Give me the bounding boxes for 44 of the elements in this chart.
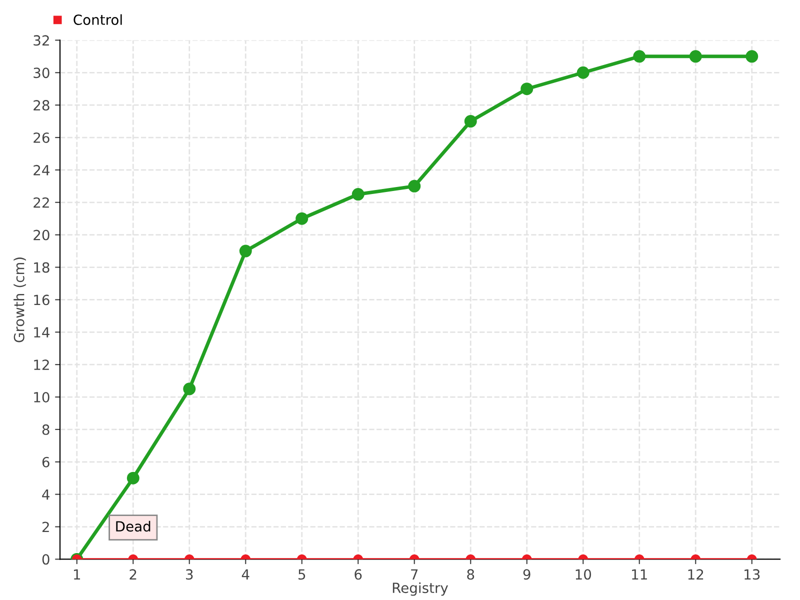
y-tick-label: 4	[42, 489, 50, 500]
y-tick-label: 32	[34, 35, 49, 46]
point	[746, 50, 758, 63]
x-tick-label: 6	[354, 569, 362, 580]
y-tick-label: 22	[34, 197, 49, 208]
x-tick-label: 12	[688, 569, 704, 580]
y-tick-label: 20	[34, 230, 50, 240]
point	[296, 212, 308, 225]
y-axis-title: Growth (cm)	[14, 258, 26, 342]
y-tick-label: 6	[42, 456, 50, 468]
y-tick-label: 10	[34, 392, 50, 402]
point	[464, 115, 477, 128]
y-tick-label: 24	[34, 164, 50, 176]
point	[352, 188, 364, 201]
point	[520, 82, 534, 96]
x-axis-title: Registry	[392, 582, 448, 596]
y-tick-label: 0	[42, 554, 50, 565]
x-tick-label: 3	[186, 569, 193, 580]
y-tick-label: 28	[34, 100, 50, 111]
y-tick-label: 18	[34, 262, 50, 273]
y-tick-label: 26	[34, 132, 50, 143]
y-tick-label: 30	[34, 68, 50, 78]
x-tick-label: 10	[576, 569, 592, 580]
x-tick-label: 4	[242, 569, 250, 580]
point	[576, 66, 590, 79]
x-tick-label: 1	[74, 569, 80, 580]
y-tick-label: 16	[34, 294, 50, 306]
x-tick-label: 13	[744, 569, 760, 580]
annotation: Dead	[116, 520, 150, 532]
y-tick-label: 14	[34, 327, 50, 338]
legend-label: Control	[74, 14, 122, 26]
x-tick-label: 2	[130, 569, 136, 580]
x-tick-label: 8	[467, 569, 474, 580]
y-tick-label: 8	[42, 424, 50, 435]
y-tick-label: 12	[34, 360, 49, 370]
point	[239, 244, 252, 258]
x-tick-label: 7	[411, 569, 418, 580]
point	[689, 50, 702, 63]
x-tick-label: 11	[632, 569, 647, 580]
x-tick-label: 5	[298, 569, 306, 580]
point	[408, 180, 421, 192]
point	[633, 50, 646, 63]
y-tick-label: 2	[42, 522, 49, 532]
x-tick-label: 9	[523, 569, 530, 580]
